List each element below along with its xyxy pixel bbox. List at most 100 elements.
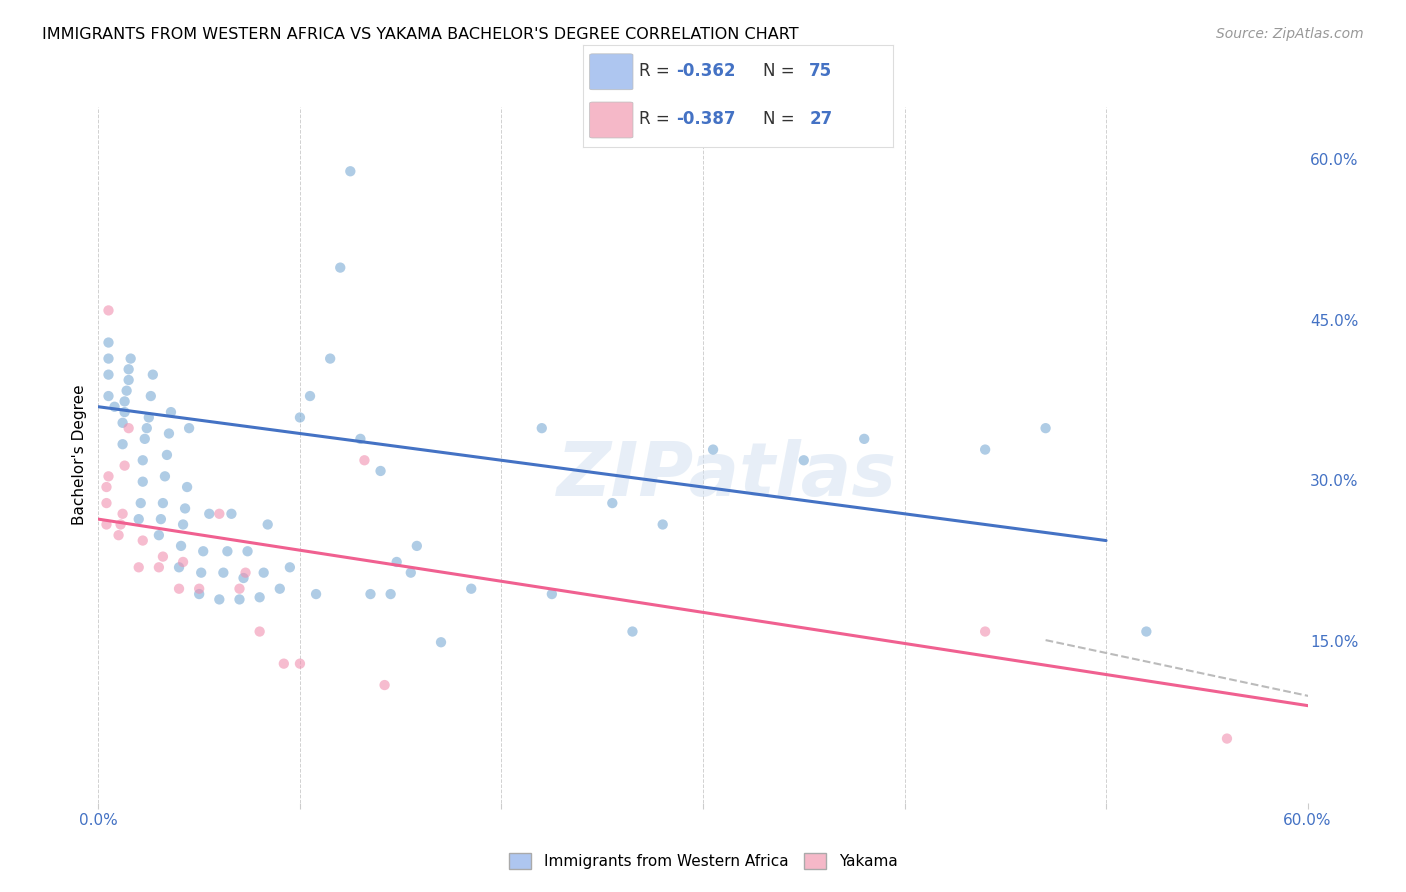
Point [212,566,235,580]
Point [253,566,276,580]
Point [249,591,271,605]
FancyBboxPatch shape [589,54,633,90]
Point [118,373,141,387]
Point [114,458,136,473]
Point [349,432,371,446]
Point [167,560,190,574]
Point [152,549,174,564]
Point [273,657,295,671]
Point [374,678,396,692]
Point [160,405,183,419]
Point [129,496,152,510]
Point [96,517,118,532]
Point [135,421,157,435]
Text: 27: 27 [810,111,832,128]
Point [190,566,212,580]
Point [132,533,155,548]
Point [177,421,201,435]
Text: -0.387: -0.387 [676,111,735,128]
Y-axis label: Bachelor's Degree: Bachelor's Degree [72,384,87,525]
Point [329,260,352,275]
Point [97,469,120,483]
Point [232,571,254,585]
Point [172,555,194,569]
Text: 30.0%: 30.0% [1310,475,1358,489]
Point [1035,421,1057,435]
Point [305,587,328,601]
Point [172,517,194,532]
Point [149,512,172,526]
Text: ZIPatlas: ZIPatlas [557,439,897,512]
Point [269,582,291,596]
Point [115,384,138,398]
Point [148,560,170,574]
Point [114,394,136,409]
Point [1216,731,1239,746]
Point [97,351,120,366]
Text: Source: ZipAtlas.com: Source: ZipAtlas.com [1216,27,1364,41]
Point [399,566,422,580]
Point [114,405,136,419]
Point [167,582,190,596]
Point [193,544,215,558]
Point [142,368,165,382]
Point [103,400,125,414]
Point [228,592,250,607]
Point [974,624,997,639]
Text: 75: 75 [810,62,832,80]
Point [128,512,150,526]
Point [188,587,211,601]
Point [118,421,141,435]
Point [793,453,815,467]
Point [853,432,876,446]
Point [385,555,408,569]
Text: N =: N = [763,62,800,80]
Point [278,560,301,574]
Point [319,351,342,366]
Point [97,368,120,382]
Point [132,475,155,489]
Text: 45.0%: 45.0% [1310,314,1358,328]
Point [299,389,322,403]
Text: IMMIGRANTS FROM WESTERN AFRICA VS YAKAMA BACHELOR'S DEGREE CORRELATION CHART: IMMIGRANTS FROM WESTERN AFRICA VS YAKAMA… [42,27,799,42]
Text: R =: R = [640,62,675,80]
Text: -0.362: -0.362 [676,62,735,80]
Point [256,517,278,532]
Point [97,389,120,403]
Point [120,351,142,366]
Point [288,410,311,425]
Point [153,469,176,483]
Point [236,544,259,558]
Point [128,560,150,574]
Point [107,528,129,542]
Point [288,657,311,671]
Point [540,587,562,601]
Point [370,464,392,478]
Point [339,164,361,178]
Point [198,507,221,521]
Point [460,582,482,596]
Point [96,480,118,494]
Point [174,501,197,516]
Point [97,303,120,318]
Point [138,410,160,425]
Point [111,437,134,451]
FancyBboxPatch shape [589,102,633,138]
Point [118,362,141,376]
Point [228,582,250,596]
Point [148,528,170,542]
Point [111,416,134,430]
Point [208,507,231,521]
Point [132,453,155,467]
Point [221,507,243,521]
Point [152,496,174,510]
Point [157,426,180,441]
Point [600,496,623,510]
Text: 60.0%: 60.0% [1310,153,1358,168]
Point [97,335,120,350]
Point [353,453,375,467]
Point [430,635,453,649]
Point [380,587,402,601]
Text: 15.0%: 15.0% [1310,635,1358,649]
Point [974,442,997,457]
